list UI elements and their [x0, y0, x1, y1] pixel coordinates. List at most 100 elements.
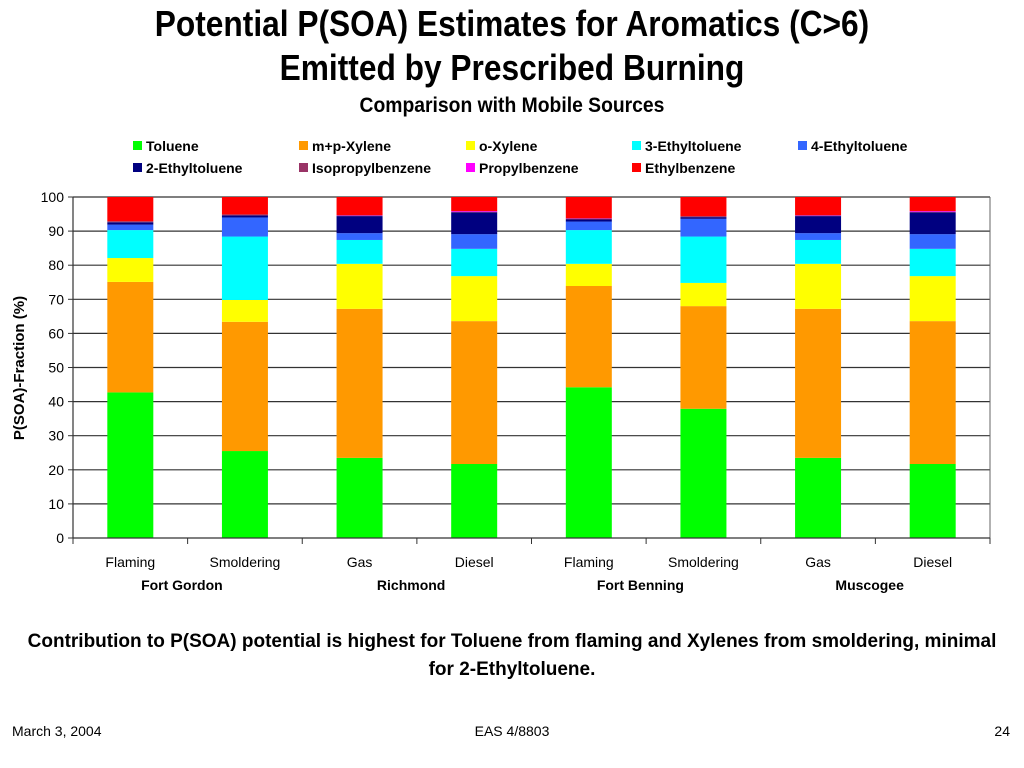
bar-segment-o-xylene: [680, 282, 727, 307]
bar-segment-isopropylbenzene: [565, 218, 612, 220]
slide-caption: Contribution to P(SOA) potential is high…: [27, 631, 997, 680]
bar-segment-4-ethyltoluene: [909, 234, 956, 249]
legend-item: 2-Ethyltoluene: [133, 160, 243, 176]
bar-segment-o-xylene: [221, 299, 268, 322]
legend-swatch: [632, 141, 641, 150]
legend-swatch: [466, 163, 475, 172]
legend-swatch: [299, 141, 308, 150]
legend-item: Isopropylbenzene: [299, 160, 431, 176]
bar-segment-ethylbenzene: [221, 197, 268, 215]
y-tick-label: 30: [48, 428, 64, 444]
y-tick-label: 80: [48, 257, 64, 273]
bar-segment-4-ethyltoluene: [795, 233, 842, 240]
bar-segment-o-xylene: [107, 258, 154, 282]
bar-stack: [795, 197, 842, 538]
legend-label: 4-Ethyltoluene: [811, 138, 908, 154]
legend-label: Propylbenzene: [479, 160, 579, 176]
slide-title-line1: Potential P(SOA) Estimates for Aromatics…: [154, 3, 870, 44]
group-label: Fort Benning: [597, 577, 684, 593]
bar-segment-m-p-xylene: [909, 321, 956, 465]
legend-swatch: [798, 141, 807, 150]
bar-segment-toluene: [680, 408, 727, 538]
slide-subtitle: Comparison with Mobile Sources: [359, 94, 665, 117]
bar-segment-ethylbenzene: [107, 197, 154, 222]
legend-swatch: [299, 163, 308, 172]
bar-segment-m-p-xylene: [107, 281, 154, 393]
bar-segment-isopropylbenzene: [451, 211, 498, 213]
bar-segment-4-ethyltoluene: [221, 217, 268, 237]
bar-stack: [451, 197, 498, 538]
bar-segment-ethylbenzene: [336, 197, 383, 216]
legend: Toluene m+p-Xylene o-Xylene 3-Ethyltoluene 4…: [133, 138, 908, 176]
legend-swatch: [133, 141, 142, 150]
bar-segment-toluene: [565, 387, 612, 538]
legend-item: 3-Ethyltoluene: [632, 138, 742, 154]
legend-swatch: [133, 163, 142, 172]
legend-label: Toluene: [146, 138, 199, 154]
bar-segment-m-p-xylene: [565, 286, 612, 388]
slide-title-line2: Emitted by Prescribed Burning: [279, 47, 745, 88]
y-tick-label: 100: [41, 189, 65, 205]
x-tick-label: Diesel: [455, 554, 494, 570]
bar-stack: [565, 197, 612, 538]
bar-stack: [680, 197, 727, 538]
bar-segment-m-p-xylene: [680, 306, 727, 409]
legend-swatch: [466, 141, 475, 150]
bar-segment-toluene: [107, 392, 154, 538]
bar-segment-3-ethyltoluene: [909, 248, 956, 277]
bar-segment-2-ethyltoluene: [451, 212, 498, 235]
bar-segment-m-p-xylene: [795, 308, 842, 458]
legend-swatch: [632, 163, 641, 172]
x-tick-label: Smoldering: [210, 554, 281, 570]
bar-segment-toluene: [909, 464, 956, 538]
bar-segment-m-p-xylene: [221, 321, 268, 452]
y-tick-label: 40: [48, 394, 64, 410]
x-tick-label: Gas: [805, 554, 831, 570]
bar-segment-o-xylene: [795, 263, 842, 309]
bar-segment-toluene: [795, 457, 842, 538]
bar-segment-o-xylene: [565, 263, 612, 287]
bar-segment-2-ethyltoluene: [909, 212, 956, 235]
bar-segment-isopropylbenzene: [680, 216, 727, 218]
bar-segment-3-ethyltoluene: [107, 230, 154, 259]
legend-item: 4-Ethyltoluene: [798, 138, 908, 154]
legend-item: o-Xylene: [466, 138, 538, 154]
y-tick-label: 70: [48, 291, 64, 307]
y-tick-label: 60: [48, 325, 64, 341]
legend-item: m+p-Xylene: [299, 138, 391, 154]
bar-segment-4-ethyltoluene: [107, 224, 154, 231]
legend-label: Ethylbenzene: [645, 160, 735, 176]
bar-segment-2-ethyltoluene: [565, 219, 612, 222]
bar-segment-isopropylbenzene: [107, 221, 154, 223]
bars: [107, 197, 956, 538]
footer-page-number: 24: [994, 723, 1010, 739]
bar-segment-o-xylene: [451, 276, 498, 322]
bar-segment-toluene: [451, 464, 498, 538]
bar-stack: [336, 197, 383, 538]
bar-segment-4-ethyltoluene: [565, 221, 612, 231]
bar-stack: [909, 197, 956, 538]
y-axis-label: P(SOA)-Fraction (%): [11, 296, 28, 440]
legend-item: Ethylbenzene: [632, 160, 735, 176]
group-label: Muscogee: [835, 577, 904, 593]
gridlines: [73, 196, 990, 505]
bar-segment-3-ethyltoluene: [565, 230, 612, 264]
bar-segment-o-xylene: [336, 263, 383, 309]
legend-item: Toluene: [133, 138, 199, 154]
footer-course: EAS 4/8803: [474, 723, 550, 739]
bar-segment-3-ethyltoluene: [680, 236, 727, 283]
bar-stack: [221, 197, 268, 538]
x-tick-label: Smoldering: [668, 554, 739, 570]
x-tick-label: Gas: [347, 554, 373, 570]
group-label: Fort Gordon: [141, 577, 223, 593]
bar-segment-m-p-xylene: [336, 308, 383, 458]
footer-date: March 3, 2004: [12, 723, 102, 739]
y-tick-label: 50: [48, 360, 64, 376]
bar-stack: [107, 197, 154, 538]
legend-label: 2-Ethyltoluene: [146, 160, 243, 176]
bar-segment-ethylbenzene: [909, 197, 956, 211]
bar-segment-toluene: [221, 451, 268, 538]
group-label: Richmond: [377, 577, 445, 593]
y-tick-label: 0: [56, 530, 64, 546]
bar-segment-2-ethyltoluene: [795, 216, 842, 234]
